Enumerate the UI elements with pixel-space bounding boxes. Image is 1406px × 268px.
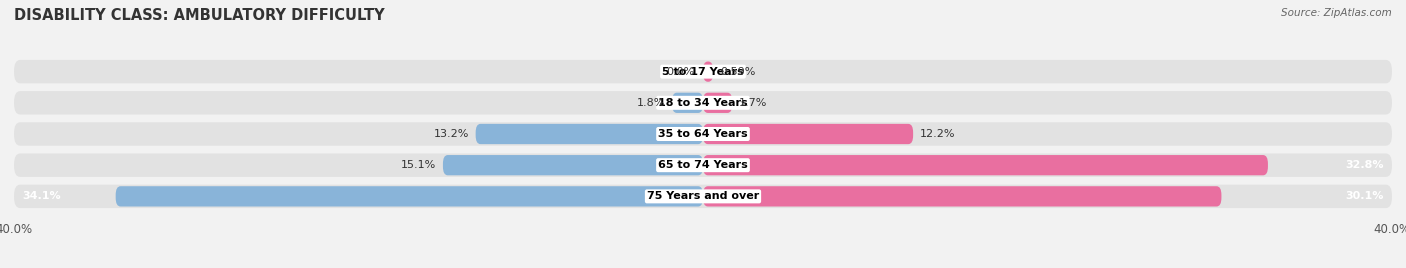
Text: 0.0%: 0.0% (666, 67, 695, 77)
FancyBboxPatch shape (14, 60, 1392, 83)
FancyBboxPatch shape (672, 93, 703, 113)
Text: 0.59%: 0.59% (720, 67, 755, 77)
FancyBboxPatch shape (475, 124, 703, 144)
FancyBboxPatch shape (14, 185, 1392, 208)
Text: 75 Years and over: 75 Years and over (647, 191, 759, 201)
Text: 65 to 74 Years: 65 to 74 Years (658, 160, 748, 170)
Text: 30.1%: 30.1% (1346, 191, 1384, 201)
FancyBboxPatch shape (703, 124, 912, 144)
FancyBboxPatch shape (14, 91, 1392, 114)
Text: 13.2%: 13.2% (433, 129, 468, 139)
Text: 1.7%: 1.7% (740, 98, 768, 108)
FancyBboxPatch shape (115, 186, 703, 207)
Text: 35 to 64 Years: 35 to 64 Years (658, 129, 748, 139)
Text: 34.1%: 34.1% (22, 191, 62, 201)
Text: 1.8%: 1.8% (637, 98, 665, 108)
FancyBboxPatch shape (14, 122, 1392, 146)
Text: 12.2%: 12.2% (920, 129, 956, 139)
Text: 15.1%: 15.1% (401, 160, 436, 170)
FancyBboxPatch shape (703, 155, 1268, 175)
Text: 5 to 17 Years: 5 to 17 Years (662, 67, 744, 77)
Text: 32.8%: 32.8% (1344, 160, 1384, 170)
FancyBboxPatch shape (703, 93, 733, 113)
FancyBboxPatch shape (14, 154, 1392, 177)
FancyBboxPatch shape (703, 61, 713, 82)
FancyBboxPatch shape (703, 186, 1222, 207)
Text: Source: ZipAtlas.com: Source: ZipAtlas.com (1281, 8, 1392, 18)
Text: 18 to 34 Years: 18 to 34 Years (658, 98, 748, 108)
Text: DISABILITY CLASS: AMBULATORY DIFFICULTY: DISABILITY CLASS: AMBULATORY DIFFICULTY (14, 8, 385, 23)
FancyBboxPatch shape (443, 155, 703, 175)
